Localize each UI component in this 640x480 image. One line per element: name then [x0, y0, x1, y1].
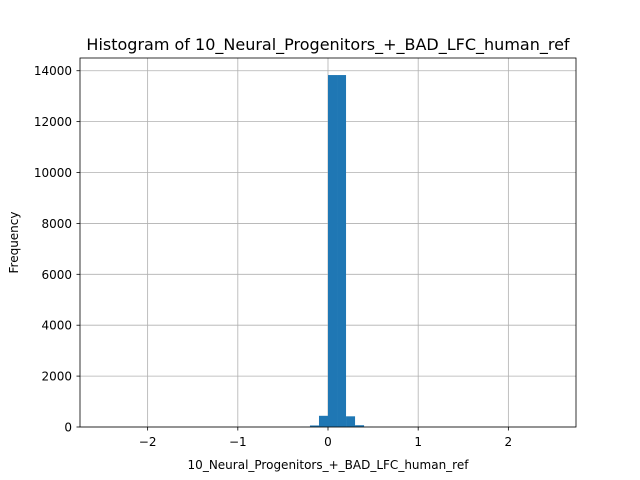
histogram-bar-6 [355, 425, 365, 427]
histogram-bar-3 [328, 75, 338, 427]
y-tick-label: 0 [64, 421, 72, 435]
y-tick-label: 14000 [34, 64, 72, 78]
tick-layer: −2 −1 0 1 2 0 2000 4000 6000 8000 10000 12000 14000 [34, 64, 512, 449]
histogram-bar-1 [309, 425, 319, 427]
chart-title: Histogram of 10_Neural_Progenitors_+_BAD… [86, 35, 570, 55]
histogram-bar-2 [318, 415, 328, 427]
x-tick-label: −2 [139, 435, 157, 449]
y-axis-label: Frequency [7, 212, 21, 274]
x-tick-label: 1 [414, 435, 422, 449]
histogram-bar-5 [346, 416, 356, 427]
y-tick-label: 4000 [41, 319, 72, 333]
y-tick-label: 8000 [41, 217, 72, 231]
x-tick-label: 0 [324, 435, 332, 449]
histogram-bar-4 [337, 75, 347, 427]
x-tick-label: −1 [229, 435, 247, 449]
y-tick-label: 10000 [34, 166, 72, 180]
x-axis-label: 10_Neural_Progenitors_+_BAD_LFC_human_re… [188, 458, 470, 472]
y-tick-label: 2000 [41, 370, 72, 384]
y-tick-label: 6000 [41, 268, 72, 282]
y-tick-label: 12000 [34, 115, 72, 129]
x-tick-label: 2 [505, 435, 513, 449]
